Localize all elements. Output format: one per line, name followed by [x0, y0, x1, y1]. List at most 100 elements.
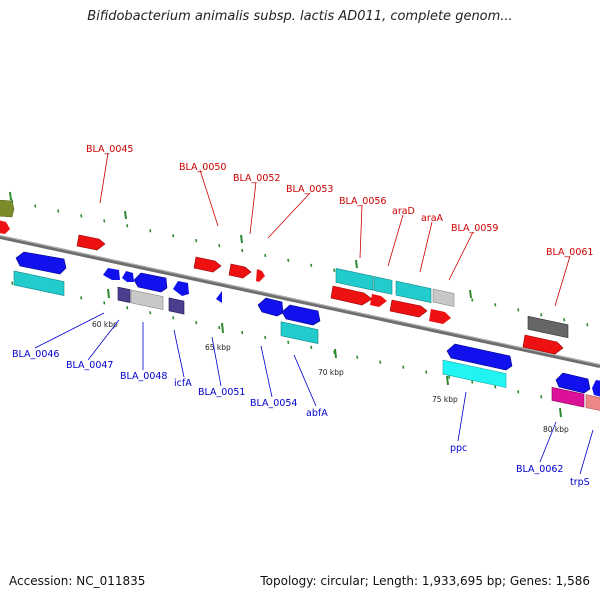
gene-magenta-bla-0062[interactable]: [551, 386, 585, 408]
label-bla-0061[interactable]: BLA_0061: [546, 247, 593, 258]
label-abfa[interactable]: abfA: [306, 408, 328, 419]
tick-label-80kbp: 80 kbp: [543, 425, 569, 434]
label-bla-0053[interactable]: BLA_0053: [286, 184, 333, 195]
bottom-gene-labels: BLA_0046 BLA_0047 BLA_0048 icfA BLA_0051…: [12, 312, 594, 488]
label-icfa[interactable]: icfA: [174, 378, 192, 389]
forward-strand-genes: [0, 199, 569, 355]
tick-dot: [149, 229, 152, 233]
outer-major-ticks: [9, 191, 472, 299]
label-ppc[interactable]: ppc: [450, 443, 467, 454]
label-arad[interactable]: araD: [392, 206, 415, 217]
tick-dot: [264, 335, 267, 340]
tick-dot: [80, 296, 83, 300]
label-bla-0052[interactable]: BLA_0052: [233, 173, 280, 184]
gene-darkgray-bla-0061[interactable]: [527, 315, 569, 339]
tick-dot: [34, 204, 37, 208]
tick-dot: [494, 303, 497, 307]
tick-dot: [379, 360, 382, 364]
label-bla-0056[interactable]: BLA_0056: [339, 196, 386, 207]
gene-cyan-2[interactable]: [373, 276, 393, 295]
tick-dot: [287, 340, 290, 345]
gene-bla-0048[interactable]: [133, 272, 168, 293]
tick-dot: [103, 219, 106, 223]
gene-araa[interactable]: [389, 299, 428, 318]
gene-gray-bla-0048[interactable]: [130, 289, 164, 311]
gene-bla-0062[interactable]: [555, 372, 591, 394]
tick-dot: [195, 239, 198, 243]
gene-bla-0061-red[interactable]: [522, 334, 564, 355]
gene-bla-0047a[interactable]: [103, 268, 120, 280]
gene-bla-0051[interactable]: [216, 291, 222, 303]
major-tick-65kbp: 65 kbp: [205, 322, 231, 352]
gene-abfa[interactable]: [281, 304, 321, 326]
gene-bla-0053[interactable]: [256, 269, 265, 282]
label-bla-0045[interactable]: BLA_0045: [86, 144, 133, 155]
gene-icfa[interactable]: [173, 281, 189, 296]
tick-dot: [517, 390, 520, 394]
tick-dot: [540, 395, 543, 399]
gene-cyan-bla-0046[interactable]: [13, 270, 65, 296]
gene-bla-0056[interactable]: [330, 285, 373, 306]
tick-dot: [471, 298, 474, 302]
label-bla-0048[interactable]: BLA_0048: [120, 371, 167, 382]
major-tick-70kbp: 70 kbp: [318, 348, 344, 377]
gene-bla-0059[interactable]: [429, 309, 451, 324]
tick-dot: [126, 306, 129, 310]
gene-ppc[interactable]: [446, 343, 513, 371]
accession-text: Accession: NC_011835: [9, 574, 146, 588]
gene-purple-icfa[interactable]: [168, 297, 185, 315]
gene-olive-partial[interactable]: [0, 199, 15, 218]
tick-dot: [218, 243, 221, 248]
tick-dot: [425, 370, 428, 374]
gene-cyan-3[interactable]: [395, 280, 432, 303]
tick-label-65kbp: 65 kbp: [205, 343, 231, 352]
gene-cyan-1[interactable]: [335, 268, 374, 291]
gene-purple-1[interactable]: [117, 286, 131, 303]
gene-bla-0054[interactable]: [257, 297, 284, 317]
tick-dot: [172, 234, 175, 238]
gene-gray-1[interactable]: [432, 288, 455, 307]
gene-bla-0046[interactable]: [15, 251, 67, 275]
tick-dot: [195, 321, 198, 325]
gene-cyan-ppc[interactable]: [442, 359, 507, 388]
tick-dot: [517, 308, 520, 312]
tick-dot: [149, 311, 152, 315]
gene-bla-0045[interactable]: [76, 234, 106, 251]
map-title: Bifidobacterium animalis subsp. lactis A…: [87, 9, 513, 24]
gene-bla-0047b[interactable]: [122, 271, 134, 282]
tick-dot: [57, 209, 60, 213]
label-bla-0047[interactable]: BLA_0047: [66, 360, 113, 371]
tick-dot: [402, 365, 405, 369]
label-bla-0046[interactable]: BLA_0046: [12, 349, 59, 360]
gene-bla-0052[interactable]: [228, 263, 252, 279]
label-bla-0059[interactable]: BLA_0059: [451, 223, 498, 234]
label-bla-0050[interactable]: BLA_0050: [179, 162, 226, 173]
reverse-strand-genes: [13, 251, 600, 412]
tick-dot: [126, 224, 129, 228]
tick-dot: [563, 318, 566, 322]
gene-trps[interactable]: [592, 380, 600, 397]
tick-dot: [241, 248, 244, 253]
label-araa[interactable]: araA: [421, 213, 444, 224]
tick-dot: [310, 263, 313, 267]
gene-bla-0050[interactable]: [193, 256, 222, 273]
tick-dot: [471, 380, 474, 384]
gene-arad[interactable]: [370, 294, 387, 307]
label-bla-0062[interactable]: BLA_0062: [516, 464, 563, 475]
label-trps[interactable]: trpS: [570, 477, 590, 488]
gene-red-partial[interactable]: [0, 220, 10, 234]
major-tick-80kbp: 80 kbp: [543, 407, 569, 434]
gene-pink-trps[interactable]: [585, 394, 600, 412]
tick-dot: [333, 268, 336, 272]
label-bla-0054[interactable]: BLA_0054: [250, 398, 297, 409]
tick-dot: [264, 253, 267, 258]
tick-dot: [448, 375, 451, 379]
gene-cyan-abfa[interactable]: [280, 321, 319, 344]
tick-dot: [103, 301, 106, 305]
tick-dot: [540, 313, 543, 317]
tick-dot: [333, 350, 336, 354]
tick-dot: [310, 345, 313, 349]
label-bla-0051[interactable]: BLA_0051: [198, 387, 245, 398]
top-gene-labels: BLA_0045 BLA_0050 BLA_0052 BLA_0053 BLA_…: [86, 144, 593, 307]
